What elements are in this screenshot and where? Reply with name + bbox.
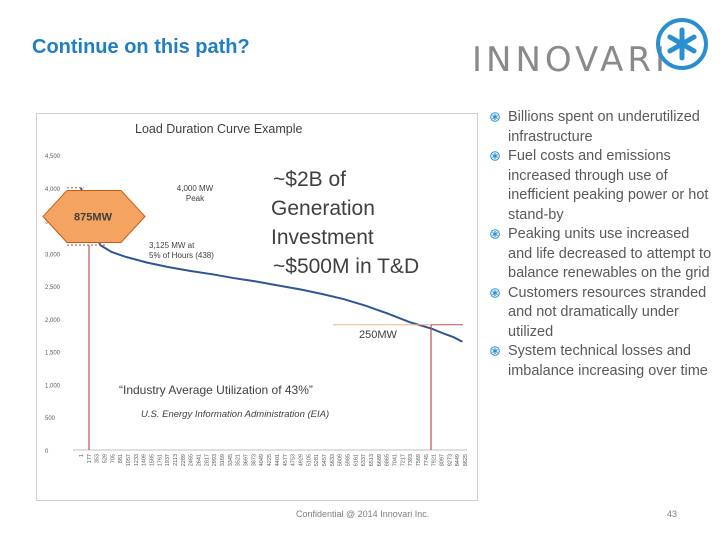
x-tick-label: 5105 [306,454,312,466]
asterisk-logo-icon [656,18,708,70]
asterisk-bullet-icon [490,229,500,239]
bullet-text: Billions spent on underutilized infrastr… [508,109,700,145]
page-number: 43 [667,509,678,519]
x-tick-label: 7217 [400,454,406,466]
x-tick-label: 1761 [157,454,163,466]
annotation-layer: 875MW 4,000 MW Peak 3,125 MW at 5% of Hours … [42,168,463,450]
x-tick-label: 6161 [353,454,359,466]
bullet-item: Peaking units use increased and life dec… [488,225,716,284]
bullet-item: Billions spent on underutilized infrastr… [488,108,716,147]
x-tick-label: 5281 [314,454,320,466]
bullet-item: System technical losses and imbalance in… [488,342,716,381]
x-tick-label: 881 [118,454,124,463]
x-tick-label: 3345 [228,454,234,466]
chart-frame: Load Duration Curve Example 4,500 4,000 3,… [36,113,478,501]
x-tick-label: 2465 [189,454,195,466]
x-tick-label: 1057 [126,454,132,466]
x-tick-label: 2993 [212,454,218,466]
x-tick-label: 353 [95,454,101,463]
x-tick-label: 1233 [134,454,140,466]
asterisk-bullet-icon [490,287,500,298]
x-tick-label: 705 [110,454,116,463]
x-tick-label: 4049 [259,454,265,466]
diamond-875mw-label: 875MW [74,211,113,223]
x-tick-label: 4753 [291,454,297,466]
asterisk-bullet-icon [490,112,500,122]
load-duration-chart: Load Duration Curve Example 4,500 4,000 3,… [42,122,469,466]
asterisk-bullet-icon [490,346,500,356]
source-label: U.S. Energy Information Administration (… [141,409,329,420]
x-tick-label: 2113 [173,454,179,466]
bullet-text: Customers resources stranded and not dra… [508,284,707,340]
x-tick-label: 8273 [447,454,453,466]
x-tick-label: 3697 [244,454,250,466]
x-tick-label: 7745 [424,454,430,466]
x-tick-label: 1 [79,454,85,457]
bullet-item: Customers resources stranded and not dra… [488,284,716,343]
x-tick-label: 1409 [142,454,148,466]
x-tick-label: 529 [103,454,109,463]
y-tick-label: 1,500 [45,351,61,357]
x-tick-label: 6513 [369,454,375,466]
y-tick-label: 1,000 [45,383,61,389]
y-tick-label: 4,000 [45,187,61,193]
bullet-text: Peaking units use increased and life dec… [508,226,712,281]
x-tick-label: 3521 [236,454,242,466]
x-tick-label: 177 [87,454,93,463]
x-tick-label: 1585 [150,454,156,466]
x-tick-label: 2289 [181,454,187,466]
five-percent-label: 3,125 MW at 5% of Hours (438) [149,241,214,260]
x-tick-label: 4401 [275,454,281,466]
y-tick-label: 2,500 [45,285,61,291]
x-tick-label: 4929 [298,454,304,466]
y-tick-label: 500 [45,416,56,422]
utilization-quote: “Industry Average Utilization of 43%” [119,383,313,397]
x-tick-label: 5809 [338,454,344,466]
investment-label: ~$2B of Generation Investment ~$500M in T&D [271,168,419,278]
x-tick-label: 5985 [345,454,351,466]
asterisk-bullet-icon [490,151,500,161]
slide-title: Continue on this path? [32,36,250,58]
bullet-text: Fuel costs and emissions increased throu… [508,148,709,223]
x-tick-label: 8097 [439,454,445,466]
x-tick-label: 7393 [408,454,414,466]
x-tick-label: 6689 [377,454,383,466]
y-tick-label: 2,000 [45,318,61,324]
bullet-text: System technical losses and imbalance in… [508,343,708,379]
chart-title: Load Duration Curve Example [135,122,302,136]
y-tick-label: 4,500 [45,154,61,160]
x-tick-label: 2817 [204,454,210,466]
x-tick-label: 1937 [165,454,171,466]
y-tick-label: 0 [45,449,49,455]
x-tick-label: 3873 [251,454,257,466]
band-250mw-label: 250MW [359,329,398,341]
y-tick-label: 3,000 [45,252,61,258]
x-tick-label: 2641 [197,454,203,466]
x-tick-label: 8625 [463,454,469,466]
footer-confidential: Confidential @ 2014 Innovari Inc. [296,509,430,519]
x-tick-label: 8449 [455,454,461,466]
x-tick-label: 6337 [361,454,367,466]
bullet-item: Fuel costs and emissions increased throu… [488,147,716,225]
x-tick-label: 5457 [322,454,328,466]
x-tick-label: 4225 [267,454,273,466]
company-logo-text: INNOVARI [472,40,670,80]
x-tick-label: 6865 [385,454,391,466]
x-tick-label: 7041 [392,454,398,466]
bullet-list: Billions spent on underutilized infrastr… [488,108,716,381]
x-tick-label: 3169 [220,454,226,466]
peak-label: 4,000 MW Peak [177,184,214,203]
x-tick-label: 4577 [283,454,289,466]
x-tick-label: 7921 [432,454,438,466]
x-tick-label: 7569 [416,454,422,466]
diamond-875mw-shape [42,189,146,243]
x-tick-label: 5633 [330,454,336,466]
x-axis-ticks: 1 177 353 529 705 881 1057 1233 1409 1585 1761 1937… [79,454,469,466]
